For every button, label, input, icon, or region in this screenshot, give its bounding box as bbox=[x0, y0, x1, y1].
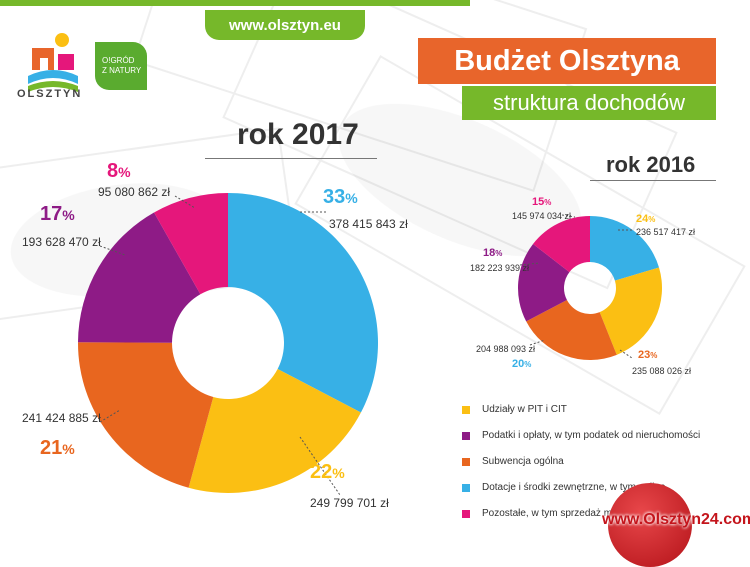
chart-2017-title: rok 2017 bbox=[237, 118, 359, 151]
page-subtitle: struktura dochodów bbox=[462, 86, 716, 120]
donut-2016 bbox=[518, 216, 662, 361]
legend-swatch-4 bbox=[462, 509, 470, 518]
ogrod-z-natury-logo: O!GRÓD Z NATURY bbox=[95, 42, 147, 90]
chart-1-leader-1 bbox=[519, 262, 541, 266]
chart-1-percent-label-2: 23% bbox=[638, 349, 657, 361]
donut-2017 bbox=[77, 193, 378, 493]
donut-2017-slice-4 bbox=[154, 193, 228, 295]
donut-2016-slice-3 bbox=[590, 216, 660, 281]
legend-label-1: Podatki i opłaty, w tym podatek od nieru… bbox=[482, 430, 701, 441]
donut-2017-slice-1 bbox=[78, 212, 201, 343]
legend-item-1: Podatki i opłaty, w tym podatek od nieru… bbox=[462, 430, 700, 441]
donut-2017-slice-3 bbox=[228, 193, 378, 413]
donut-2016-slice-0 bbox=[599, 267, 662, 355]
green-logo-line-1: O!GRÓD bbox=[102, 56, 135, 65]
legend-item-0: Udziały w PIT i CIT bbox=[462, 404, 567, 415]
legend-swatch-3 bbox=[462, 483, 470, 492]
legend-swatch-1 bbox=[462, 431, 470, 440]
chart-0-percent-label-0: 22% bbox=[310, 461, 345, 483]
chart-1-value-label-4: 145 974 034 zł bbox=[512, 211, 571, 221]
page-title: Budżet Olsztyna bbox=[418, 38, 716, 84]
chart-1-value-label-1: 182 223 939 zł bbox=[470, 263, 529, 273]
chart-0-value-label-2: 241 424 885 zł bbox=[22, 411, 101, 425]
donut-2017-slice-2 bbox=[77, 342, 214, 488]
city-logo-text: OLSZTYN bbox=[17, 88, 83, 100]
chart-0-leader-1 bbox=[99, 245, 126, 256]
chart-0-percent-label-3: 33% bbox=[323, 186, 358, 208]
donut-2016-slice-2 bbox=[526, 300, 617, 361]
chart-0-value-label-4: 95 080 862 zł bbox=[98, 185, 170, 199]
legend-label-3: Dotacje i środki zewnętrzne, w tym unijn… bbox=[482, 482, 666, 493]
chart-1-value-label-3: 204 988 093 zł bbox=[476, 344, 535, 354]
chart-0-percent-label-4: 8% bbox=[107, 160, 131, 182]
chart-0-value-label-0: 249 799 701 zł bbox=[310, 496, 389, 510]
watermark-logo bbox=[608, 483, 692, 567]
legend-swatch-2 bbox=[462, 457, 470, 466]
donut-2017-slice-0 bbox=[188, 368, 361, 493]
chart-0-percent-label-1: 17% bbox=[40, 203, 75, 225]
top-green-bar bbox=[0, 0, 470, 6]
legend-label-2: Subwencja ogólna bbox=[482, 456, 564, 467]
chart-1-value-label-0: 236 517 417 zł bbox=[636, 227, 695, 237]
legend-label-4: Pozostałe, w tym sprzedaż majątku bbox=[482, 508, 639, 519]
chart-1-leader-2 bbox=[619, 349, 633, 359]
chart-0-value-label-1: 193 628 470 zł bbox=[22, 235, 101, 249]
donut-2016-slice-4 bbox=[533, 216, 590, 273]
chart-2017-title-underline bbox=[205, 158, 377, 159]
chart-1-percent-label-1: 18% bbox=[483, 247, 502, 259]
legend-item-3: Dotacje i środki zewnętrzne, w tym unijn… bbox=[462, 482, 665, 493]
olsztyn-logo-icon bbox=[28, 33, 78, 92]
chart-1-percent-label-0: 24% bbox=[636, 213, 655, 225]
chart-2016-title-underline bbox=[590, 180, 716, 181]
chart-1-value-label-2: 235 088 026 zł bbox=[632, 366, 691, 376]
legend-item-2: Subwencja ogólna bbox=[462, 456, 564, 467]
website-url[interactable]: www.olsztyn.eu bbox=[205, 10, 365, 40]
legend-label-0: Udziały w PIT i CIT bbox=[482, 404, 567, 415]
watermark-text: www.Olsztyn24.com bbox=[602, 511, 750, 528]
chart-1-leader-3 bbox=[529, 339, 546, 346]
donut-2016-slice-1 bbox=[518, 243, 570, 322]
chart-0-value-label-3: 378 415 843 zł bbox=[329, 217, 408, 231]
chart-1-percent-label-4: 15% bbox=[532, 196, 551, 208]
chart-2016-title: rok 2016 bbox=[606, 152, 696, 177]
chart-1-percent-label-3: 20% bbox=[512, 358, 531, 370]
chart-0-percent-label-2: 21% bbox=[40, 437, 75, 459]
legend-item-4: Pozostałe, w tym sprzedaż majątku bbox=[462, 508, 639, 519]
legend-swatch-0 bbox=[462, 405, 470, 414]
green-logo-line-2: Z NATURY bbox=[102, 66, 142, 75]
